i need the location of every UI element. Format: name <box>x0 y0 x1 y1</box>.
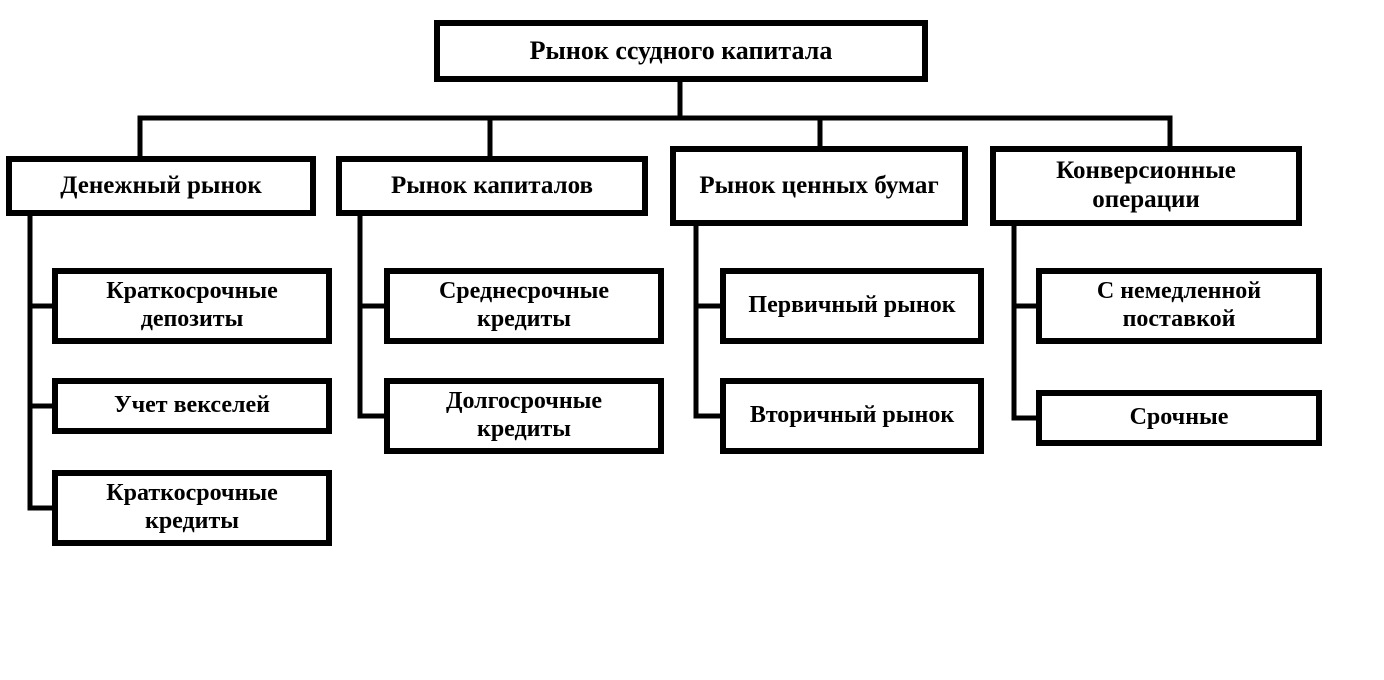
leaf-node-0-1: Учет векселей <box>52 378 332 434</box>
leaf-node-3-1: Срочные <box>1036 390 1322 446</box>
branch-node-1: Рынок капиталов <box>336 156 648 216</box>
leaf-node-1-1: Долгосрочные кредиты <box>384 378 664 454</box>
leaf-node-0-0: Краткосрочные депозиты <box>52 268 332 344</box>
leaf-node-2-0: Первичный рынок <box>720 268 984 344</box>
leaf-node-2-1: Вторичный рынок <box>720 378 984 454</box>
leaf-node-0-2: Краткосрочные кредиты <box>52 470 332 546</box>
branch-node-3: Конверсионные операции <box>990 146 1302 226</box>
leaf-node-3-0: С немедленной поставкой <box>1036 268 1322 344</box>
root-node: Рынок ссудного капитала <box>434 20 928 82</box>
branch-node-2: Рынок ценных бумаг <box>670 146 968 226</box>
branch-node-0: Денежный рынок <box>6 156 316 216</box>
leaf-node-1-0: Среднесрочные кредиты <box>384 268 664 344</box>
